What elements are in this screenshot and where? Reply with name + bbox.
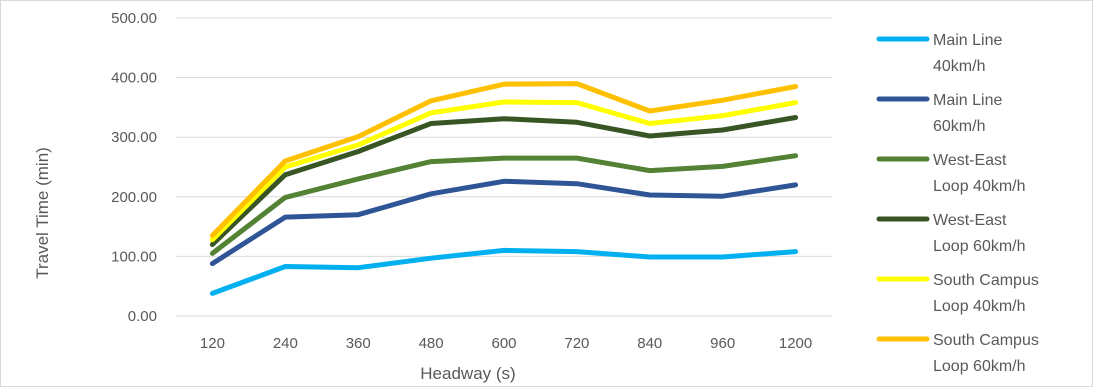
- legend-label: Loop 60km/h: [933, 358, 1026, 375]
- series-lines: [209, 81, 799, 296]
- x-tick-label: 960: [710, 335, 735, 352]
- series-line: [209, 81, 799, 238]
- series-line: [209, 247, 799, 296]
- y-axis-tick-labels: 0.00 100.00 200.00 300.00 400.00 500.00: [111, 10, 157, 325]
- y-tick-label: 400.00: [111, 70, 157, 87]
- x-tick-label: 360: [346, 335, 371, 352]
- legend-label: Loop 40km/h: [933, 178, 1026, 195]
- x-axis-tick-labels: 120 240 360 480 600 720 840 960 1200: [200, 335, 812, 352]
- x-axis-title: Headway (s): [420, 364, 515, 383]
- legend-item: South Campus Loop 60km/h: [876, 332, 1039, 375]
- y-axis-title: Travel Time (min): [33, 147, 52, 279]
- legend: Main Line 40km/h Main Line 60km/h West-East L…: [876, 32, 1039, 375]
- legend-label: Loop 40km/h: [933, 298, 1026, 315]
- series-line: [209, 99, 799, 243]
- legend-label: West-East: [933, 212, 1007, 229]
- legend-label: Loop 60km/h: [933, 238, 1026, 255]
- x-tick-label: 480: [419, 335, 444, 352]
- legend-label: South Campus: [933, 272, 1039, 289]
- series-line: [209, 153, 799, 256]
- legend-item: South Campus Loop 40km/h: [876, 272, 1039, 315]
- series-line: [209, 115, 799, 247]
- legend-item: West-East Loop 60km/h: [876, 212, 1026, 255]
- legend-label: South Campus: [933, 332, 1039, 349]
- x-tick-label: 120: [200, 335, 225, 352]
- y-tick-label: 500.00: [111, 10, 157, 27]
- legend-label: Main Line: [933, 32, 1002, 49]
- y-tick-label: 100.00: [111, 248, 157, 265]
- x-tick-label: 720: [564, 335, 589, 352]
- y-tick-label: 0.00: [128, 308, 157, 325]
- x-tick-label: 600: [491, 335, 516, 352]
- x-tick-label: 240: [273, 335, 298, 352]
- legend-item: Main Line 40km/h: [876, 32, 1002, 75]
- legend-label: Main Line: [933, 92, 1002, 109]
- legend-label: 40km/h: [933, 58, 985, 75]
- legend-item: West-East Loop 40km/h: [876, 152, 1026, 195]
- y-tick-label: 300.00: [111, 129, 157, 146]
- legend-label: 60km/h: [933, 118, 985, 135]
- series-line: [209, 178, 799, 267]
- y-tick-label: 200.00: [111, 189, 157, 206]
- legend-item: Main Line 60km/h: [876, 92, 1002, 135]
- legend-label: West-East: [933, 152, 1007, 169]
- x-tick-label: 1200: [779, 335, 812, 352]
- x-tick-label: 840: [637, 335, 662, 352]
